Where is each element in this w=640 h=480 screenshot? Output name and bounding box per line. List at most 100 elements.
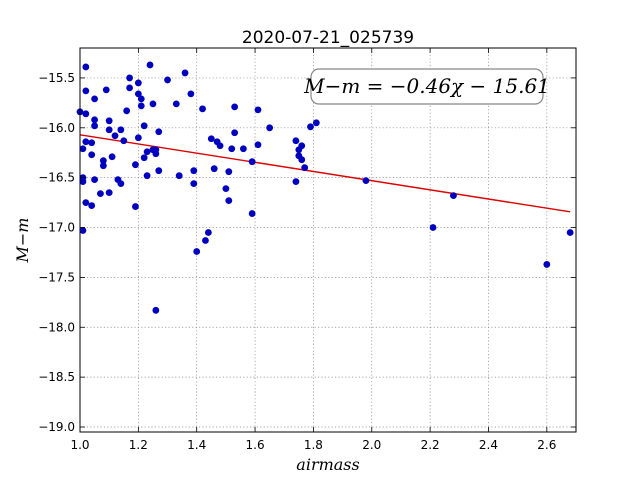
data-point (134, 79, 142, 87)
data-point (204, 229, 212, 236)
data-point (126, 74, 133, 82)
data-point (164, 76, 171, 84)
data-point (152, 146, 160, 154)
data-point (105, 117, 113, 125)
fit-annotation: M−m = −0.46χ − 15.61 (303, 68, 550, 105)
data-point (199, 105, 206, 113)
y-tick-label: −18.0 (38, 320, 75, 334)
data-point (123, 107, 131, 115)
data-point (97, 190, 104, 198)
data-point (108, 153, 116, 161)
plot-frame (79, 47, 577, 433)
data-point (132, 161, 139, 169)
chart-title: 2020-07-21_025739 (242, 28, 414, 48)
x-tick-label: 2.0 (362, 438, 381, 452)
data-point (312, 119, 320, 127)
data-point (102, 86, 110, 94)
data-point (210, 165, 218, 173)
data-point (91, 122, 98, 130)
data-point (82, 138, 90, 146)
data-point (79, 178, 87, 186)
y-tick-label: −16.0 (38, 121, 75, 135)
data-point (298, 156, 306, 164)
x-tick-label: 1.4 (187, 438, 206, 452)
data-point (181, 69, 189, 77)
data-point (292, 178, 300, 186)
x-tick-label: 1.8 (304, 438, 323, 452)
annotation-box (310, 68, 544, 105)
data-point (225, 197, 233, 205)
fit-line-layer (79, 134, 571, 213)
data-point (231, 103, 239, 111)
data-point (298, 142, 306, 150)
data-point (134, 90, 142, 98)
data-point (82, 63, 90, 71)
grid-lines (79, 48, 576, 432)
data-point (143, 172, 151, 180)
data-point (190, 180, 198, 188)
y-tick-labels: −15.5 −16.0 −16.5 −17.0 −17.5 −18.0 −18.5 −19.0 (38, 71, 75, 434)
data-point (137, 95, 145, 103)
data-point (134, 134, 142, 142)
data-point (126, 84, 133, 92)
data-point (143, 148, 151, 156)
y-axis-label: M−m (13, 218, 32, 264)
data-point (132, 203, 139, 210)
x-tick-labels: 1.0 1.2 1.4 1.6 1.8 2.0 2.2 2.4 2.6 (70, 438, 556, 452)
data-point (91, 95, 98, 103)
data-point (91, 116, 98, 124)
data-point (190, 167, 198, 175)
data-point (254, 106, 262, 114)
x-tick-label: 2.2 (421, 438, 440, 452)
data-point (146, 61, 154, 69)
fit-line (79, 134, 571, 213)
data-point (91, 176, 98, 184)
data-point (140, 154, 148, 162)
data-point (137, 102, 145, 110)
x-axis-label: airmass (296, 455, 359, 474)
y-tick-label: −17.0 (38, 221, 75, 235)
data-point (88, 151, 96, 159)
data-point (82, 199, 90, 206)
data-point (362, 177, 370, 185)
data-point (216, 142, 224, 150)
y-tick-label: −19.0 (38, 420, 75, 434)
data-point (88, 202, 96, 209)
x-tick-label: 1.2 (129, 438, 148, 452)
data-point (228, 145, 236, 153)
data-point (140, 122, 148, 130)
data-point (266, 124, 274, 132)
data-point (248, 210, 256, 217)
data-point (117, 180, 125, 188)
y-tick-label: −18.5 (38, 370, 75, 384)
data-point (566, 229, 574, 236)
axis-ticks (79, 48, 576, 432)
data-point (292, 137, 300, 145)
data-points (76, 61, 574, 314)
data-point (149, 100, 157, 108)
data-point (82, 87, 90, 95)
data-point (231, 129, 239, 137)
annotation-text: M−m = −0.46χ − 15.61 (303, 74, 550, 98)
data-point (301, 164, 309, 172)
x-tick-label: 1.6 (246, 438, 265, 452)
data-point (429, 224, 437, 231)
x-tick-label: 1.0 (70, 438, 89, 452)
data-point (207, 135, 215, 143)
data-point (543, 261, 551, 268)
data-point (120, 137, 128, 145)
data-point (99, 157, 107, 165)
data-point (111, 132, 119, 140)
x-tick-label: 2.6 (537, 438, 556, 452)
data-point (152, 306, 160, 314)
y-tick-label: −17.5 (38, 270, 75, 284)
y-tick-label: −15.5 (38, 71, 75, 85)
data-point (82, 110, 90, 118)
data-point (202, 237, 209, 244)
y-tick-label: −16.5 (38, 171, 75, 185)
data-point (187, 90, 195, 98)
data-point (307, 123, 314, 131)
data-point (99, 162, 107, 170)
data-point (105, 189, 113, 197)
